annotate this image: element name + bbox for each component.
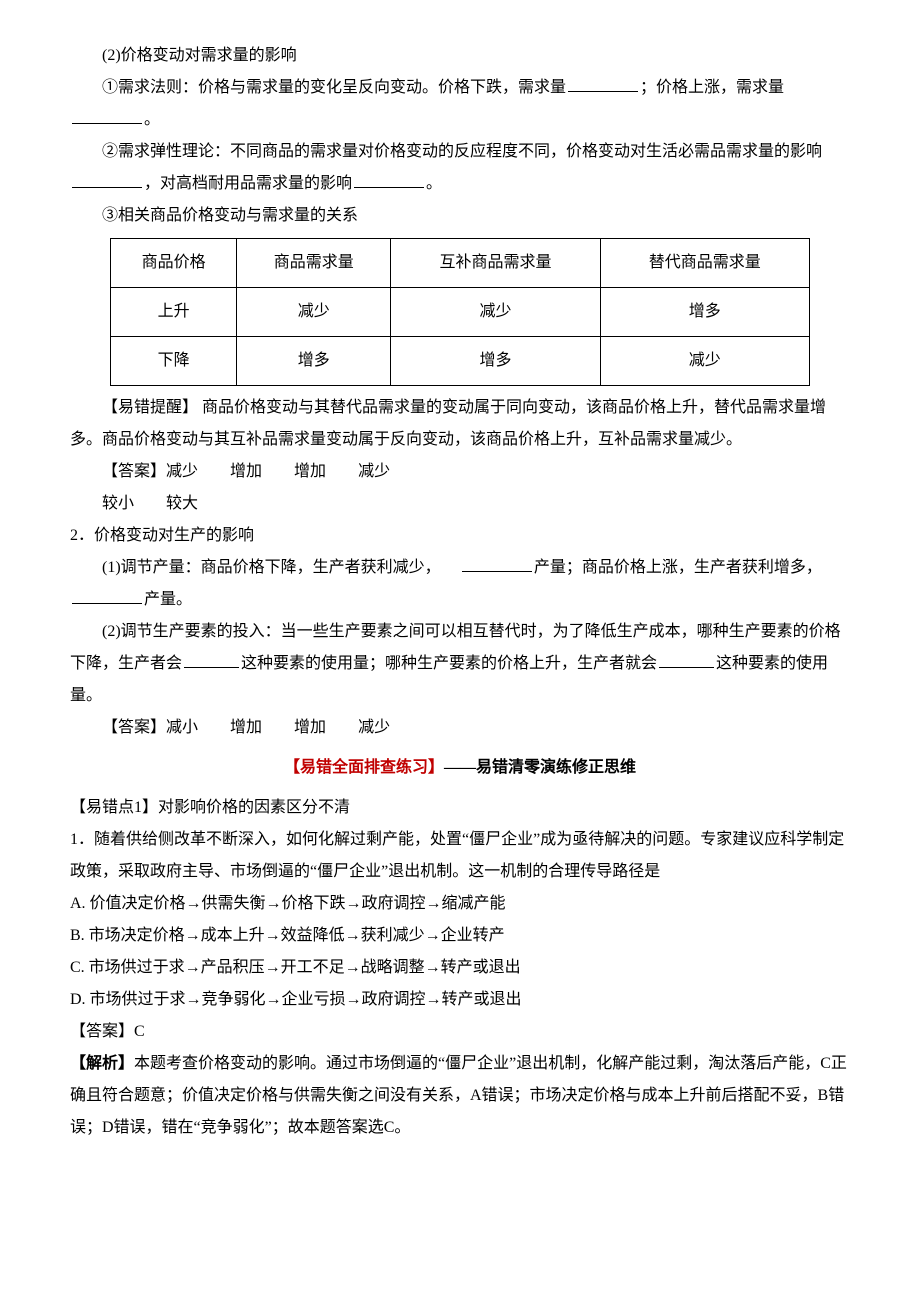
text-fragment: ，对高档耐用品需求量的影响 [144, 175, 352, 192]
table-cell: 减少 [391, 288, 600, 337]
table-header-cell: 互补商品需求量 [391, 239, 600, 288]
blank-fill [659, 666, 714, 668]
answer-value: 较小 [102, 495, 134, 512]
answer-value: 减少 [166, 463, 198, 480]
para-elasticity: ②需求弹性理论：不同商品的需求量对价格变动的反应程度不同，价格变动对生活必需品需… [70, 136, 850, 200]
text-fragment: ①需求法则：价格与需求量的变化呈反向变动。价格下跌，需求量 [102, 79, 566, 96]
blank-fill [568, 90, 638, 92]
option-d: D. 市场供过于求→竞争弱化→企业亏损→政府调控→转产或退出 [70, 984, 850, 1016]
para-adjust-output: (1)调节产量：商品价格下降，生产者获利减少， 产量；商品价格上涨，生产者获利增多… [70, 552, 850, 584]
answer-label: 【答案】 [70, 1023, 134, 1040]
table-header-cell: 商品需求量 [237, 239, 391, 288]
answer-value: 较大 [166, 495, 198, 512]
section-title-black: ——易错清零演练修正思维 [444, 759, 636, 776]
answer-value: 减小 [166, 719, 198, 736]
para-adjust-output-cont: 产量。 [70, 584, 850, 616]
explanation-text: 本题考查价格变动的影响。通过市场倒逼的“僵尸企业”退出机制，化解产能过剩，淘汰落… [70, 1055, 847, 1136]
answer-value: 减少 [358, 719, 390, 736]
text-fragment: (1)调节产量：商品价格下降，生产者获利减少， [102, 559, 441, 576]
answer-block-1: 【答案】减少增加增加减少 [70, 456, 850, 488]
answer-value: C [134, 1023, 145, 1040]
section-title-red: 【易错全面排查练习】 [284, 759, 444, 776]
table-header-cell: 商品价格 [111, 239, 237, 288]
blank-fill [462, 570, 532, 572]
table-cell: 增多 [600, 288, 809, 337]
answer-value: 增加 [294, 719, 326, 736]
table-cell: 增多 [391, 337, 600, 386]
table-header-cell: 替代商品需求量 [600, 239, 809, 288]
blank-fill [72, 186, 142, 188]
question-1-explanation: 【解析】本题考查价格变动的影响。通过市场倒逼的“僵尸企业”退出机制，化解产能过剩… [70, 1048, 850, 1144]
related-goods-table: 商品价格 商品需求量 互补商品需求量 替代商品需求量 上升 减少 减少 增多 下… [110, 238, 810, 386]
para-related-goods: ③相关商品价格变动与需求量的关系 [70, 200, 850, 232]
option-b: B. 市场决定价格→成本上升→效益降低→获利减少→企业转产 [70, 920, 850, 952]
section-title: 【易错全面排查练习】——易错清零演练修正思维 [70, 752, 850, 784]
answer-value: 增加 [294, 463, 326, 480]
option-a: A. 价值决定价格→供需失衡→价格下跌→政府调控→缩减产能 [70, 888, 850, 920]
blank-fill [72, 122, 142, 124]
para-demand-heading: (2)价格变动对需求量的影响 [70, 40, 850, 72]
text-fragment: 。 [144, 111, 160, 128]
answer-block-2: 【答案】减小 增加 增加 减少 [70, 712, 850, 744]
question-1-stem: 1．随着供给侧改革不断深入，如何化解过剩产能，处置“僵尸企业”成为亟待解决的问题… [70, 824, 850, 888]
answer-block-1-line2: 较小 较大 [70, 488, 850, 520]
text-fragment: 产量。 [144, 591, 192, 608]
answer-value: 增加 [230, 719, 262, 736]
blank-fill [72, 602, 142, 604]
table-cell: 减少 [237, 288, 391, 337]
reminder-label: 【易错提醒】 [102, 399, 198, 416]
answer-value: 减少 [358, 463, 390, 480]
text-fragment: 这种要素的使用量；哪种生产要素的价格上升，生产者就会 [241, 655, 657, 672]
table-row: 上升 减少 减少 增多 [111, 288, 810, 337]
error-point-heading: 【易错点1】对影响价格的因素区分不清 [70, 792, 850, 824]
option-c: C. 市场供过于求→产品积压→开工不足→战略调整→转产或退出 [70, 952, 850, 984]
para-demand-law-cont: 。 [70, 104, 850, 136]
blank-fill [354, 186, 424, 188]
answer-value: 增加 [230, 463, 262, 480]
text-fragment: 。 [426, 175, 442, 192]
para-demand-law: ①需求法则：价格与需求量的变化呈反向变动。价格下跌，需求量 ；价格上涨，需求量 [70, 72, 850, 104]
text-fragment: 产量；商品价格上涨，生产者获利增多， [534, 559, 822, 576]
blank-fill [184, 666, 239, 668]
text-fragment: ；价格上涨，需求量 [640, 79, 784, 96]
table-row: 商品价格 商品需求量 互补商品需求量 替代商品需求量 [111, 239, 810, 288]
para-adjust-factors: (2)调节生产要素的投入：当一些生产要素之间可以相互替代时，为了降低生产成本，哪… [70, 616, 850, 712]
table-cell: 上升 [111, 288, 237, 337]
explanation-label: 【解析】 [70, 1055, 134, 1072]
table-row: 下降 增多 增多 减少 [111, 337, 810, 386]
table-cell: 增多 [237, 337, 391, 386]
question-1-answer: 【答案】C [70, 1016, 850, 1048]
answer-label: 【答案】 [102, 719, 166, 736]
answer-label: 【答案】 [102, 463, 166, 480]
table-cell: 下降 [111, 337, 237, 386]
table-cell: 减少 [600, 337, 809, 386]
text-fragment: ②需求弹性理论：不同商品的需求量对价格变动的反应程度不同，价格变动对生活必需品需… [102, 143, 822, 160]
sec2-heading: 2．价格变动对生产的影响 [70, 520, 850, 552]
mistake-reminder: 【易错提醒】 商品价格变动与其替代品需求量的变动属于同向变动，该商品价格上升，替… [70, 392, 850, 456]
